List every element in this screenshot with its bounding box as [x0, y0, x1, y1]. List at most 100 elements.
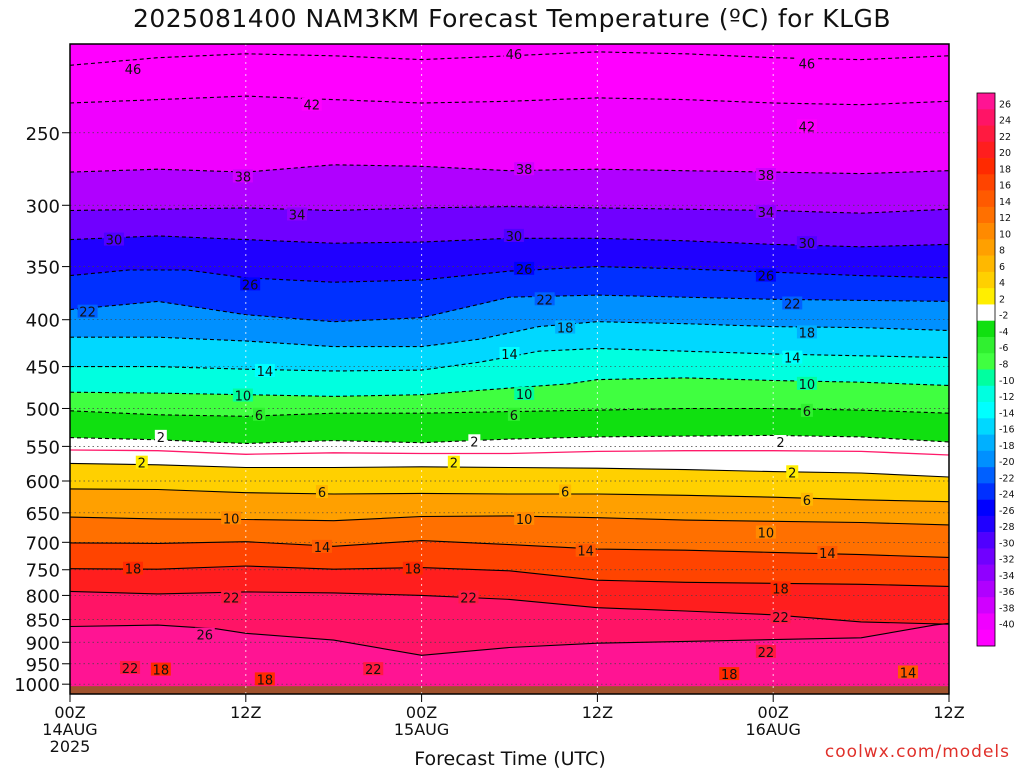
contour-label: 18 [557, 322, 574, 337]
contour-m22 [70, 294, 949, 323]
colorbar-swatch [977, 580, 995, 598]
colorbar-swatch [977, 385, 995, 403]
colorbar-label: -8 [999, 360, 1008, 371]
contour-label: 6 [255, 409, 263, 424]
contour-label-bg [800, 403, 813, 417]
contour-label-bg [301, 97, 322, 111]
colorbar-swatch [977, 223, 995, 240]
contour-label: 46 [506, 48, 523, 63]
colorbar-swatch [977, 93, 995, 110]
contour-label: 2 [450, 457, 458, 472]
colorbar-swatch [977, 402, 995, 419]
y-tick-label: 500 [26, 399, 60, 420]
colorbar-label: 8 [999, 246, 1005, 257]
contour-label-bg [796, 119, 817, 133]
colorbar-swatch [977, 141, 995, 159]
contour-label-bg [122, 561, 143, 575]
colorbar-frame [976, 92, 996, 647]
contour-label: 14 [501, 348, 518, 363]
contour-label-bg [120, 660, 141, 674]
contour-label-bg [782, 296, 803, 310]
contour-10 [70, 515, 949, 526]
ground-surface [70, 686, 949, 694]
colorbar-swatch [977, 418, 995, 435]
colorbar-label: -4 [999, 327, 1008, 338]
contour-label: 34 [758, 206, 775, 221]
contour-label: 22 [772, 611, 789, 626]
contour-label-bg [786, 465, 799, 479]
contour-label-bg [796, 236, 817, 250]
contour-label: 18 [799, 326, 816, 341]
colorbar-label: -14 [999, 408, 1015, 419]
contour-label: 10 [223, 512, 240, 527]
contour-label-bg [817, 545, 838, 559]
colorbar-label: -12 [999, 392, 1015, 403]
colorbar-label: 4 [999, 278, 1005, 289]
colorbar-label: 10 [999, 229, 1011, 240]
x-tick-label: 12Z [582, 703, 613, 722]
colorbar-label: -34 [999, 571, 1015, 582]
contour-label: 6 [803, 405, 811, 420]
contour-label: 22 [536, 293, 553, 308]
contour-label-bg [254, 363, 275, 377]
contour-label-bg [77, 304, 98, 318]
contour-0 [70, 449, 949, 456]
y-tick-label: 300 [26, 196, 60, 217]
colorbar-swatch [977, 369, 995, 387]
contour-label-bg [796, 56, 817, 70]
page-title: 2025081400 NAM3KM Forecast Temperature (… [132, 4, 892, 33]
y-tick-label: 800 [26, 586, 60, 607]
colorbar-swatch [977, 353, 995, 370]
temperature-fills [70, 44, 949, 694]
contour-label: 14 [257, 365, 274, 380]
x-tick-label: 00Z [406, 703, 437, 722]
colorbar-swatch [977, 515, 995, 533]
contour-label-bg [770, 610, 791, 624]
x-tick-label: 12Z [230, 703, 261, 722]
colorbar-swatch [977, 597, 995, 614]
contour-label: 22 [122, 662, 139, 677]
colorbar-swatch [977, 564, 995, 582]
contour-label-bg [221, 590, 242, 604]
contour-label: 2 [470, 435, 478, 450]
colorbar-label: 12 [999, 213, 1011, 224]
contour-label-bg [240, 277, 261, 291]
ground-layer [70, 686, 949, 694]
colorbar-swatch [977, 190, 995, 208]
colorbar-label: -30 [999, 538, 1015, 549]
contour-label-bg [507, 407, 520, 421]
colorbar-swatch [977, 532, 995, 549]
contour-label: 26 [516, 263, 533, 278]
colorbar-label: 20 [999, 148, 1011, 159]
y-tick-label: 650 [26, 504, 60, 525]
contour-label-bg [800, 492, 813, 506]
contour-label: 18 [125, 563, 142, 578]
contour-label-bg [311, 539, 332, 553]
plot-frame [69, 43, 950, 695]
contour-label: 42 [303, 99, 320, 114]
colorbar-swatch [977, 483, 995, 500]
y-tick-label: 750 [26, 561, 60, 582]
contour-label: 38 [758, 169, 775, 184]
colorbar-label: -2 [999, 311, 1008, 322]
contour-label: 2 [157, 431, 165, 446]
contour-label-bg [719, 667, 740, 681]
y-tick-label: 450 [26, 358, 60, 379]
contour-label-bg [755, 268, 776, 282]
contour-label-bg [503, 46, 524, 60]
contour-label-bg [315, 485, 328, 499]
colorbar-swatch [977, 109, 995, 126]
colorbar-swatch [977, 499, 995, 517]
contour-14 [70, 540, 949, 558]
contour-m26 [70, 266, 949, 283]
colorbar-swatch [977, 125, 995, 143]
colorbar-swatch [977, 206, 995, 224]
contour-label-bg [363, 662, 384, 676]
y-tick-label: 400 [26, 311, 60, 332]
contour-m10 [70, 377, 949, 397]
contour-label: 22 [784, 297, 801, 312]
contour-label-bg [796, 376, 817, 390]
x-tick-label: 14AUG [42, 720, 97, 739]
